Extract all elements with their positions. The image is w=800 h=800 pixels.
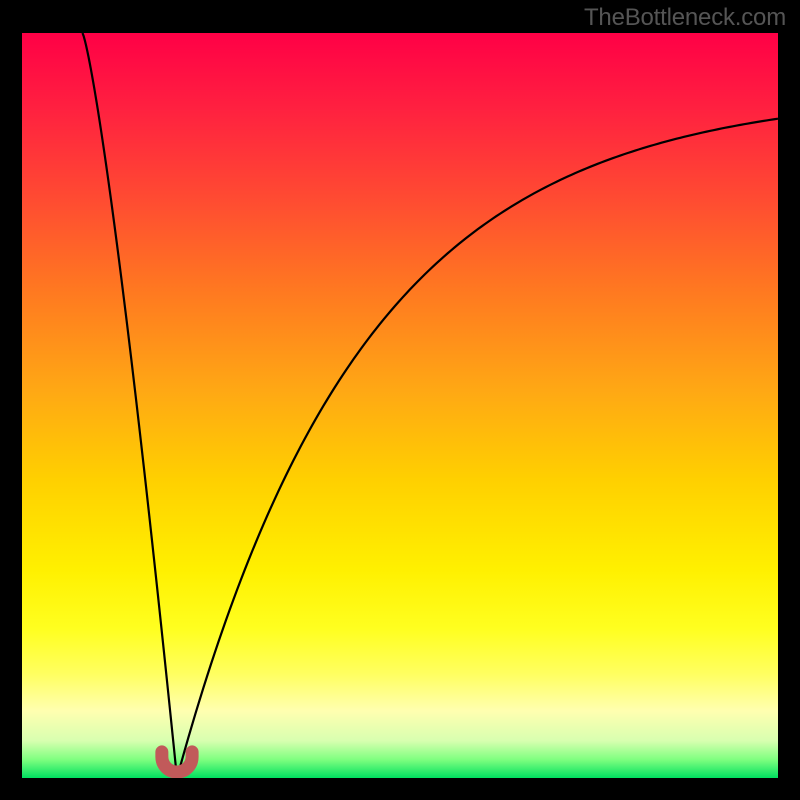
plot-area — [22, 33, 778, 778]
bottleneck-curve — [22, 33, 778, 778]
watermark-text: TheBottleneck.com — [584, 4, 786, 32]
chart-frame: TheBottleneck.com — [0, 0, 800, 800]
